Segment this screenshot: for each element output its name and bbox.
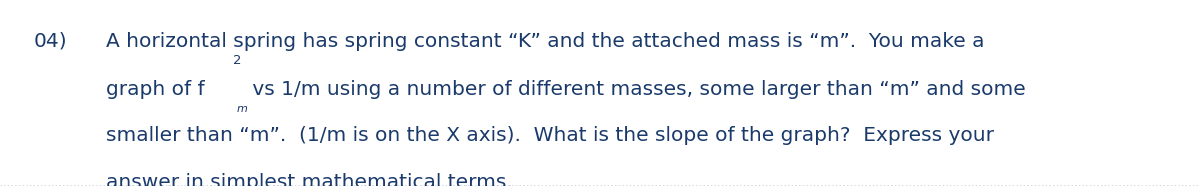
Text: 04): 04) [34,32,67,51]
Text: answer in simplest mathematical terms.: answer in simplest mathematical terms. [106,173,512,186]
Text: m: m [236,104,247,114]
Text: smaller than “m”.  (1/m is on the X axis).  What is the slope of the graph?  Exp: smaller than “m”. (1/m is on the X axis)… [106,126,994,145]
Text: 2: 2 [233,54,241,67]
Text: graph of f: graph of f [106,80,204,99]
Text: vs 1/m using a number of different masses, some larger than “m” and some: vs 1/m using a number of different masse… [246,80,1026,99]
Text: A horizontal spring has spring constant “K” and the attached mass is “m”.  You m: A horizontal spring has spring constant … [106,32,984,51]
